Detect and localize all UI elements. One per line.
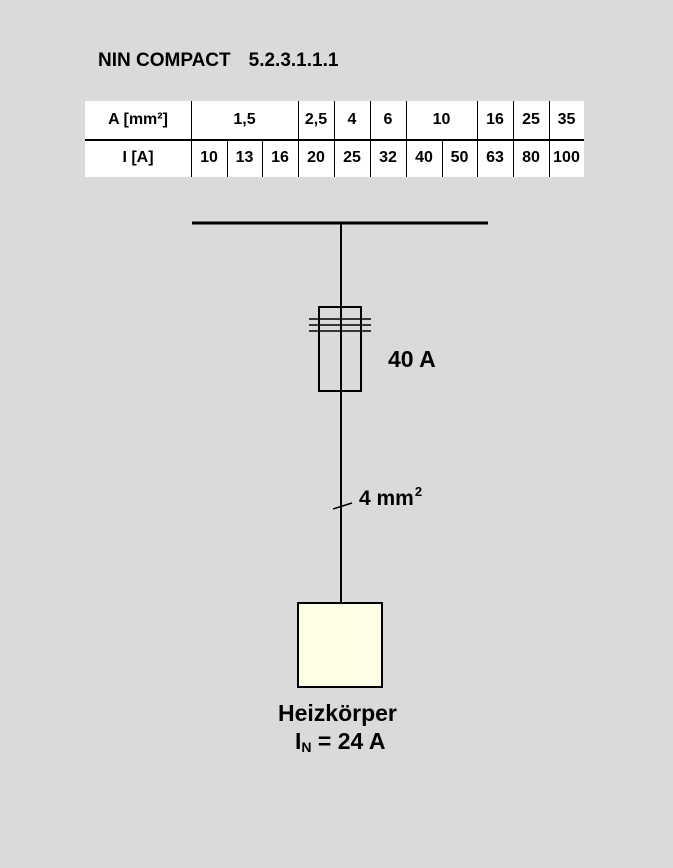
current-cell: 13 xyxy=(235,149,254,166)
current-cell: 63 xyxy=(486,149,504,166)
cross-section-cell: 10 xyxy=(432,111,451,128)
cross-section-cell: 4 xyxy=(347,111,357,128)
current-cell: 40 xyxy=(415,149,433,166)
cross-section-current-table: A [mm²] 1,5 2,5 4 6 10 16 25 35 I [A] 10… xyxy=(85,101,584,177)
current-symbol: I xyxy=(295,728,302,754)
cross-section-cell: 6 xyxy=(383,111,393,128)
load-name-label: Heizkörper xyxy=(278,700,397,726)
current-value: = 24 A xyxy=(311,728,386,754)
row-label-cross-section: A [mm²] xyxy=(108,111,168,128)
cable-size-value: 4 mm xyxy=(359,487,414,510)
current-cell: 10 xyxy=(200,149,218,166)
current-subscript: N xyxy=(301,739,312,755)
standard-name: NIN COMPACT xyxy=(98,50,231,71)
current-cell: 80 xyxy=(522,149,540,166)
load-current-label: IN = 24 A xyxy=(295,728,385,755)
current-cell: 32 xyxy=(379,149,397,166)
section-number: 5.2.3.1.1.1 xyxy=(248,50,339,71)
cross-section-cell: 25 xyxy=(522,111,540,128)
current-cell: 16 xyxy=(271,149,289,166)
cable-size-label: 4 mm2 xyxy=(359,484,422,511)
cross-section-cell: 35 xyxy=(557,111,576,128)
current-cell: 25 xyxy=(343,149,361,166)
page-title: NIN COMPACT 5.2.3.1.1.1 xyxy=(98,50,338,72)
cross-section-cell: 16 xyxy=(486,111,504,128)
current-cell: 100 xyxy=(553,149,580,166)
cable-tick xyxy=(332,502,353,510)
fuse-symbol xyxy=(309,306,371,392)
cross-section-cell: 1,5 xyxy=(233,111,256,128)
cross-section-cell: 2,5 xyxy=(304,111,328,128)
cable-size-exponent: 2 xyxy=(414,484,423,499)
current-cell: 50 xyxy=(450,149,469,166)
current-cell: 20 xyxy=(307,149,325,166)
fuse-rating-label: 40 A xyxy=(388,346,436,372)
row-label-current: I [A] xyxy=(122,149,154,166)
heater-box xyxy=(297,602,383,688)
